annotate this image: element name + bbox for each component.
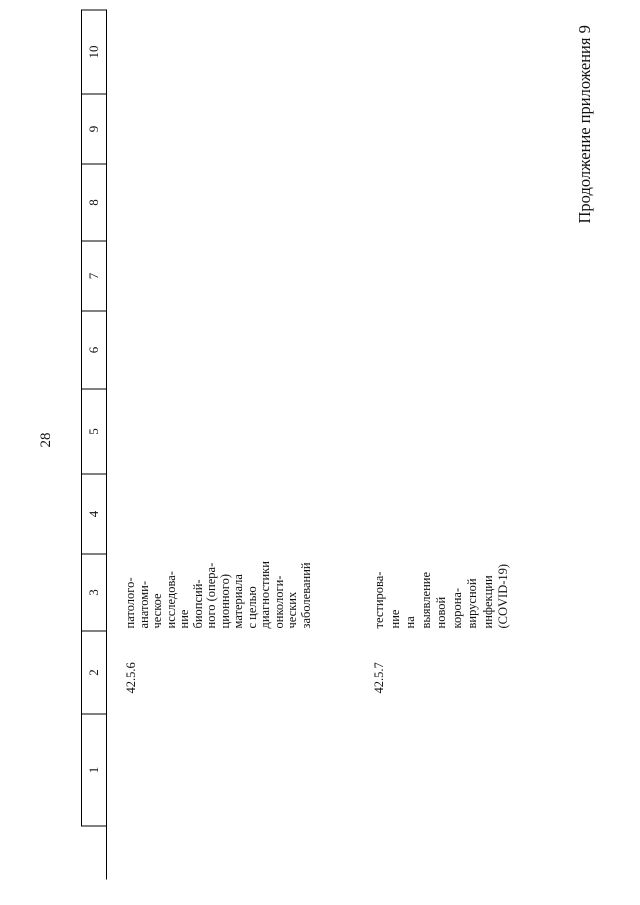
column-header-label: 5 [86, 427, 101, 435]
column-header-2: 2 [81, 631, 107, 714]
continuation-header: Продолжение приложения 9 [575, 24, 594, 223]
item-code: 42.5.6 [124, 661, 138, 693]
table-header-row: 1 2 3 4 5 6 7 8 9 10 [81, 9, 107, 826]
column-header-label: 6 [86, 346, 101, 353]
column-header-label: 8 [86, 198, 101, 206]
column-header-10: 10 [81, 9, 107, 94]
column-header-label: 3 [86, 588, 101, 596]
column-header-label: 10 [86, 45, 101, 58]
item-description: тестирова- ние на выявление новой корона… [372, 563, 510, 628]
column-header-label: 4 [86, 510, 101, 517]
column-header-5: 5 [81, 389, 107, 474]
column-header-label: 2 [86, 668, 101, 676]
item-description: патолого- анатоми- ческое исследова- ние… [123, 560, 313, 628]
column-header-3: 3 [81, 554, 107, 631]
column-header-8: 8 [81, 164, 107, 241]
column-header-label: 7 [86, 272, 101, 279]
header-underline-extension [106, 826, 107, 879]
item-code: 42.5.7 [372, 661, 386, 693]
column-header-label: 1 [86, 766, 101, 773]
page-number: 28 [38, 432, 54, 447]
column-header-7: 7 [81, 241, 107, 311]
column-header-1: 1 [81, 714, 107, 826]
column-header-6: 6 [81, 311, 107, 389]
column-header-9: 9 [81, 94, 107, 164]
column-header-4: 4 [81, 474, 107, 554]
column-header-label: 9 [86, 125, 101, 132]
